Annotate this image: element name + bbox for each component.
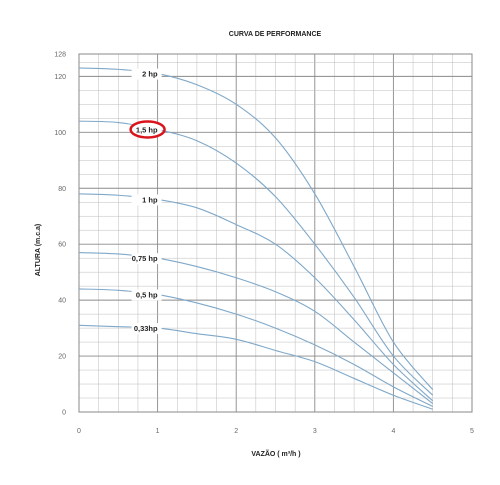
curve-label-group: 0,75 hp	[131, 253, 162, 265]
plot-border	[78, 53, 473, 413]
curve-label: 0,75 hp	[132, 254, 158, 263]
y-tick-label: 0	[62, 410, 66, 417]
curve-label: 0,33hp	[134, 324, 158, 333]
x-axis-ticks: 0 1 2 3 4 5	[77, 428, 474, 435]
chart-grid	[78, 53, 473, 413]
curve-label-backdrop	[131, 68, 162, 80]
curve-labels: 2 hp 1,5 hp 1 hp 0,75 hp 0,5 hp 0,33hp	[129, 68, 166, 335]
x-tick-label: 2	[234, 428, 238, 435]
curve-label-backdrop	[131, 253, 162, 265]
curve-label-backdrop	[131, 124, 162, 136]
curve-label: 1 hp	[142, 195, 158, 204]
curve-label-backdrop	[131, 194, 162, 206]
y-tick-label: 128	[54, 52, 66, 59]
y-tick-label: 20	[58, 354, 66, 361]
x-tick-label: 3	[313, 428, 317, 435]
y-tick-label: 40	[58, 298, 66, 305]
x-tick-label: 5	[470, 428, 474, 435]
curve-label-backdrop	[131, 323, 162, 335]
x-tick-label: 4	[391, 428, 395, 435]
curve-label-group: 0,33hp	[131, 323, 162, 335]
curve-label: 1,5 hp	[136, 126, 158, 135]
y-tick-label: 80	[58, 186, 66, 193]
highlight-circle	[129, 120, 166, 139]
y-tick-label: 100	[54, 130, 66, 137]
curve-label-group: 0,5 hp	[131, 289, 162, 301]
x-tick-label: 0	[77, 428, 81, 435]
y-tick-label: 120	[54, 74, 66, 81]
chart-title: CURVA DE PERFORMANCE	[229, 31, 322, 38]
y-axis-ticks: 0 20 40 60 80 100 120 128	[54, 52, 66, 417]
curve-label: 2 hp	[142, 70, 158, 79]
curve-label-backdrop	[131, 289, 162, 301]
x-tick-label: 1	[156, 428, 160, 435]
curve-label: 0,5 hp	[136, 291, 158, 300]
y-tick-label: 60	[58, 242, 66, 249]
curve-label-group: 1,5 hp	[129, 120, 166, 139]
curve-label-group: 1 hp	[131, 194, 162, 206]
x-axis-label: VAZÃO ( m³/h )	[251, 449, 300, 458]
curve-label-group: 2 hp	[131, 68, 162, 80]
y-axis-label: ALTURA (m.c.a)	[35, 224, 42, 277]
